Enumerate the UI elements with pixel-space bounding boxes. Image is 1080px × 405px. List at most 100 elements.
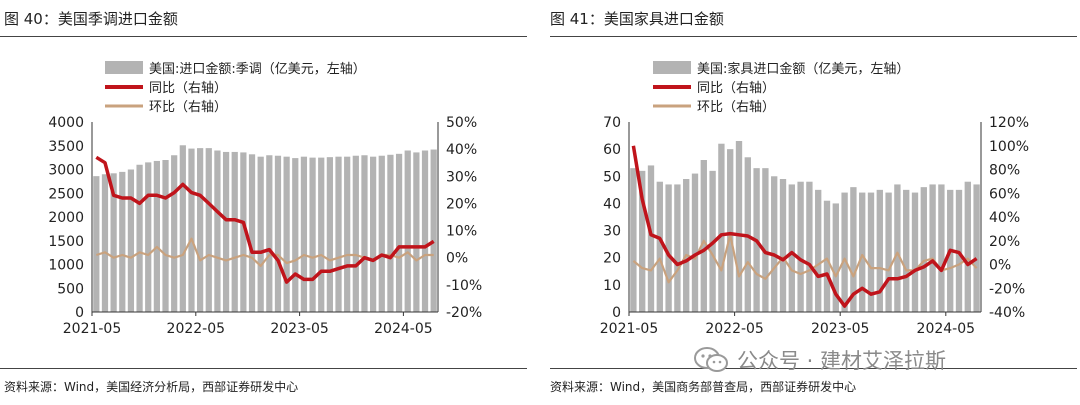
bar — [214, 150, 221, 312]
bar — [630, 168, 637, 312]
right-axis-tick-label: 50% — [446, 115, 477, 131]
bar — [674, 184, 681, 312]
bar — [929, 184, 936, 312]
legend-label-yoy: 同比（右轴） — [697, 81, 775, 96]
bar — [903, 189, 910, 312]
left-axis-tick-label: 10 — [603, 278, 621, 294]
left-axis-tick-label: 70 — [603, 115, 621, 131]
bar — [718, 143, 725, 312]
bar — [378, 155, 385, 312]
bar — [309, 157, 316, 312]
bar — [797, 181, 804, 312]
left-axis-tick-label: 40 — [603, 196, 621, 212]
bar — [370, 156, 377, 312]
right-axis-tick-label: 20% — [989, 234, 1020, 250]
bar — [93, 176, 100, 312]
bar — [197, 148, 204, 312]
legend-label-mom: 环比（右轴） — [149, 100, 227, 115]
bar — [145, 162, 152, 312]
left-panel-title: 图 40：美国季调进口金额 — [4, 10, 178, 28]
right-axis-tick-label: 80% — [989, 163, 1020, 179]
x-tick-label: 2022-05 — [705, 321, 764, 337]
left-panel: 图 40：美国季调进口金额 美国:进口金额:季调（亿美元，左轴） 同比（右轴） 环比… — [0, 0, 530, 405]
bar — [127, 169, 135, 312]
legend-label-bars: 美国:进口金额:季调（亿美元，左轴） — [149, 61, 366, 77]
bar — [274, 155, 282, 312]
bar — [771, 176, 778, 312]
bar — [920, 187, 927, 312]
bar — [815, 189, 822, 312]
bar — [806, 181, 813, 312]
bar — [240, 152, 247, 312]
left-axis-tick-label: 2500 — [48, 186, 84, 202]
bar — [885, 192, 892, 312]
bar — [162, 160, 169, 312]
left-bottom-rule — [0, 368, 527, 369]
watermark-text: 公众号 · 建材艾泽拉斯 — [737, 349, 947, 373]
left-axis-tick-label: 0 — [75, 305, 84, 321]
right-chart: 美国:家具进口金额（亿美元，左轴） 同比（右轴） 环比（右轴） 0 10 20 30 40 50… — [600, 61, 1029, 337]
right-source-note: 资料来源：Wind，美国商务部普查局，西部证券研发中心 — [550, 380, 857, 394]
bar — [911, 192, 919, 312]
x-tick-label: 2022-05 — [167, 321, 226, 337]
bar — [404, 150, 411, 312]
left-axis-tick-label: 2000 — [48, 210, 84, 226]
bar — [326, 157, 333, 312]
bar — [318, 157, 325, 312]
bar — [300, 156, 308, 312]
right-axis-tick-label: -20% — [989, 281, 1025, 297]
bar — [647, 165, 655, 312]
bar — [762, 168, 769, 312]
bar — [894, 184, 901, 312]
bar — [938, 184, 945, 312]
right-panel: 图 41：美国家具进口金额 美国:家具进口金额（亿美元，左轴） 同比（右轴） 环比（… — [550, 0, 1080, 405]
x-tick-label: 2023-05 — [270, 321, 329, 337]
right-bottom-rule — [550, 368, 1077, 369]
right-axis-tick-label: 40% — [446, 142, 477, 158]
bar — [136, 164, 143, 312]
right-axis-tick-label: -10% — [446, 278, 482, 294]
legend-label-mom: 环比（右轴） — [697, 100, 775, 115]
bar — [656, 181, 663, 312]
bar — [248, 154, 256, 312]
left-axis-tick-label: 60 — [603, 142, 621, 158]
legend-swatch-bars — [653, 61, 691, 74]
legend-swatch-bars — [105, 61, 143, 74]
bar — [691, 173, 699, 312]
bar — [735, 141, 743, 312]
right-title-rule — [550, 36, 1077, 37]
bar — [700, 160, 707, 312]
legend-label-yoy: 同比（右轴） — [149, 81, 227, 96]
left-axis-tick-label: 30 — [603, 224, 621, 240]
left-axis-tick-label: 3000 — [48, 163, 84, 179]
bar — [101, 174, 109, 312]
bar — [110, 173, 117, 312]
left-axis-tick-label: 1000 — [48, 258, 84, 274]
bar — [395, 153, 403, 312]
right-axis-tick-label: 40% — [989, 210, 1020, 226]
bar — [171, 155, 178, 312]
x-tick-label: 2021-05 — [63, 321, 122, 337]
right-axis-tick-label: 100% — [989, 139, 1029, 155]
right-axis-tick-label: 120% — [989, 115, 1029, 131]
wechat-icon — [694, 347, 728, 372]
bar — [257, 156, 264, 312]
left-chart: 美国:进口金额:季调（亿美元，左轴） 同比（右轴） 环比（右轴） 0 500 1000 15… — [48, 61, 482, 337]
bar — [430, 149, 437, 312]
right-axis-tick-label: -40% — [989, 305, 1025, 321]
bar — [413, 152, 420, 312]
x-tick-label: 2024-05 — [374, 321, 433, 337]
bar — [188, 148, 195, 312]
bar — [361, 155, 368, 312]
bar — [832, 203, 839, 312]
bar — [335, 156, 342, 312]
bar — [683, 179, 690, 312]
right-axis-tick-label: 0% — [446, 251, 468, 267]
bar — [179, 145, 186, 312]
right-axis-tick-label: 20% — [446, 196, 477, 212]
left-title-rule — [0, 36, 527, 37]
right-panel-title: 图 41：美国家具进口金额 — [550, 10, 724, 28]
left-axis-tick-label: 50 — [603, 169, 621, 185]
left-axis-tick-label: 1500 — [48, 234, 84, 250]
bar — [231, 151, 238, 312]
